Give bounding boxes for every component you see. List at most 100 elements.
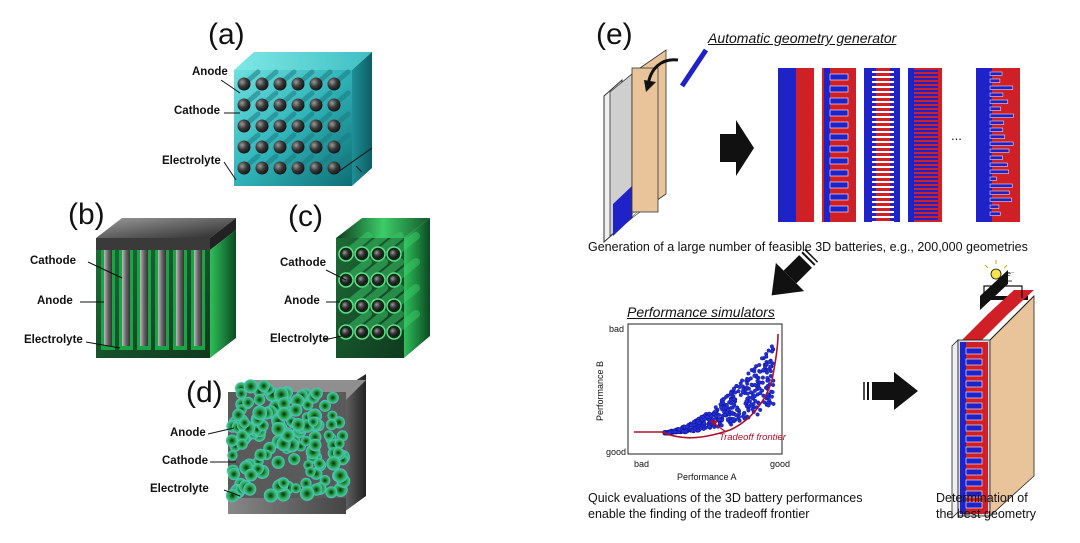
cathode-rod: [237, 140, 251, 154]
best-anode-finger: [965, 424, 983, 432]
geometry-5-branch: [989, 127, 1004, 132]
design-point: [735, 407, 740, 412]
geometry-4-tooth: [914, 198, 938, 200]
rod-core: [357, 275, 367, 285]
geometry-3-wave: [872, 171, 894, 173]
geometry-3-wave: [872, 221, 894, 223]
particle: [300, 477, 312, 489]
design-point: [721, 397, 726, 402]
design-point: [733, 390, 738, 395]
design-point: [750, 407, 755, 412]
cathode-rod: [255, 161, 269, 175]
electrode-fin: [194, 250, 202, 346]
geometry-5-branch: [989, 99, 1009, 104]
design-point: [752, 382, 757, 387]
geometry-5-branch: [989, 113, 1014, 118]
cathode-rod: [255, 140, 269, 154]
cathode-rod: [255, 77, 269, 91]
geometry-4-tooth: [914, 102, 938, 104]
particle: [252, 405, 268, 421]
panel-a-side-face: [352, 52, 372, 186]
cathode-rod: [327, 98, 341, 112]
best-cell-tan-side: [989, 295, 1035, 517]
geometry-4-spine: [908, 68, 914, 222]
geometry-5-branch: [989, 148, 1010, 153]
panel-b-label-electrolyte: Electrolyte: [24, 334, 83, 346]
design-point: [726, 407, 731, 412]
geometry-5-branch: [989, 169, 1009, 174]
cathode-rod: [237, 77, 251, 91]
design-point: [737, 418, 742, 423]
design-point: [740, 389, 745, 394]
geometry-4-tooth: [914, 74, 938, 76]
design-point: [691, 419, 696, 424]
design-point: [765, 378, 770, 383]
geometry-5-branch: [989, 176, 997, 181]
geometry-3-wave: [872, 201, 894, 203]
design-point: [745, 391, 750, 396]
light-bulb-icon: [990, 268, 1002, 280]
design-point: [729, 410, 734, 415]
design-point: [752, 388, 757, 393]
geometry-4-tooth: [914, 142, 938, 144]
best-anode-finger: [965, 402, 983, 410]
geometry-4-tooth: [914, 146, 938, 148]
particle: [242, 396, 254, 409]
geometry-2-finger: [829, 73, 849, 81]
geometry-3-wave: [872, 116, 894, 118]
panel-b-side-face: [210, 230, 236, 358]
generator-blue-stroke: [679, 48, 709, 88]
cathode-rod: [273, 161, 287, 175]
electrode-fin: [176, 250, 184, 346]
particle: [326, 391, 339, 404]
particle: [300, 435, 312, 447]
quick-caption-line-1: Quick evaluations of the 3D battery perf…: [588, 491, 863, 505]
design-point: [702, 421, 707, 426]
panel-d-cube: [225, 374, 366, 514]
design-point: [746, 408, 751, 413]
electrode-fin: [122, 250, 130, 346]
design-point: [746, 371, 751, 376]
rod-core: [357, 249, 367, 259]
geometry-3-wave: [872, 151, 894, 153]
design-point: [770, 390, 775, 395]
geometry-2-finger: [829, 121, 849, 129]
battery-3d-cell: [603, 49, 667, 244]
particle: [308, 438, 322, 452]
panel-c-cube: [336, 218, 430, 358]
tradeoff-frontier-curve: [634, 333, 779, 439]
geometry-4-tooth: [914, 130, 938, 132]
best-anode-finger: [965, 457, 983, 465]
design-point: [737, 415, 742, 420]
design-point: [719, 423, 724, 428]
panel-c-label-electrolyte: Electrolyte: [270, 333, 329, 345]
cathode-rod: [309, 140, 323, 154]
geometry-3-wave: [872, 126, 894, 128]
best-anode-finger: [965, 490, 983, 498]
electrode-fin: [104, 250, 112, 346]
design-point: [763, 365, 768, 370]
cathode-rod: [327, 140, 341, 154]
design-point: [738, 381, 743, 386]
cathode-rod: [237, 161, 251, 175]
geometry-3-wave: [872, 216, 894, 218]
best-anode-finger: [965, 380, 983, 388]
geometry-2-finger: [829, 193, 849, 201]
design-point: [770, 349, 775, 354]
rod-core: [341, 301, 351, 311]
geometry-4-tooth: [914, 206, 938, 208]
panel-c-leaders: [323, 269, 347, 341]
geometry-4-tooth: [914, 166, 938, 168]
geometry-3-wave: [872, 161, 894, 163]
design-point: [747, 395, 752, 400]
design-point: [707, 411, 712, 416]
geometry-3-wave: [872, 211, 894, 213]
panel-a-leaders: [220, 79, 241, 181]
arrow-down-left: [771, 248, 819, 296]
cathode-rod: [291, 140, 305, 154]
panel-a-cathode-rods: [237, 69, 351, 175]
design-point: [729, 405, 734, 410]
cathode-rod: [273, 119, 287, 133]
particle: [308, 416, 319, 427]
